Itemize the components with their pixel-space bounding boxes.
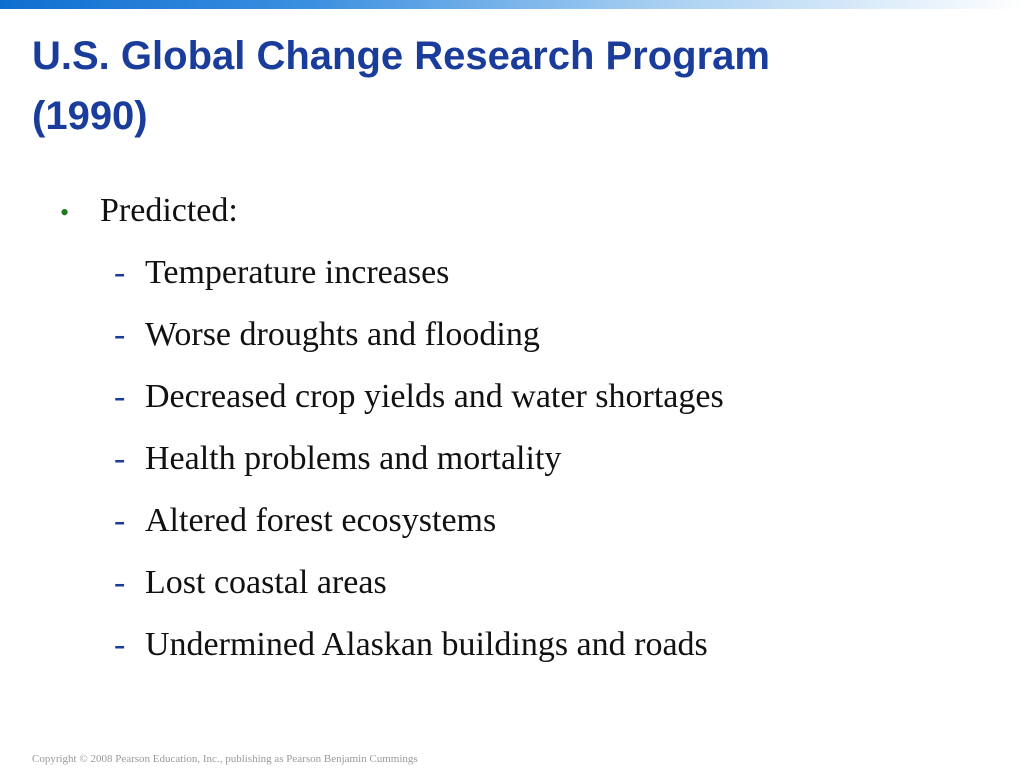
bullet-marker: • <box>60 198 70 227</box>
sub-item: - Decreased crop yields and water shorta… <box>60 378 1000 440</box>
sub-item: - Worse droughts and flooding <box>60 316 1000 378</box>
sub-item-text: Lost coastal areas <box>145 564 387 601</box>
sub-item-text: Altered forest ecosystems <box>145 502 497 539</box>
sub-item: - Altered forest ecosystems <box>60 502 1000 564</box>
dash-marker: - <box>114 440 126 477</box>
dash-marker: - <box>114 254 126 291</box>
sub-item: - Undermined Alaskan buildings and roads <box>60 626 1000 688</box>
sub-item: - Health problems and mortality <box>60 440 1000 502</box>
dash-marker: - <box>114 502 126 539</box>
bullet-label: Predicted: <box>100 192 238 229</box>
slide-title-line-1: U.S. Global Change Research Program <box>32 34 770 78</box>
dash-marker: - <box>114 378 126 415</box>
sub-item-text: Undermined Alaskan buildings and roads <box>145 626 708 663</box>
slide-content: • Predicted: - Temperature increases - W… <box>60 192 1000 688</box>
sub-item-list: - Temperature increases - Worse droughts… <box>60 254 1000 688</box>
bullet-item-predicted: • Predicted: <box>60 192 1000 254</box>
dash-marker: - <box>114 626 126 663</box>
slide-title-line-2: (1990) <box>32 94 148 138</box>
slide-title: U.S. Global Change Research Program (199… <box>32 26 992 146</box>
sub-item-text: Health problems and mortality <box>145 440 562 477</box>
sub-item-text: Worse droughts and flooding <box>145 316 540 353</box>
sub-item-text: Temperature increases <box>145 254 450 291</box>
top-accent-bar <box>0 0 1024 9</box>
sub-item: - Lost coastal areas <box>60 564 1000 626</box>
sub-item-text: Decreased crop yields and water shortage… <box>145 378 724 415</box>
dash-marker: - <box>114 564 126 601</box>
copyright-footer: Copyright © 2008 Pearson Education, Inc.… <box>32 753 418 765</box>
dash-marker: - <box>114 316 126 353</box>
sub-item: - Temperature increases <box>60 254 1000 316</box>
